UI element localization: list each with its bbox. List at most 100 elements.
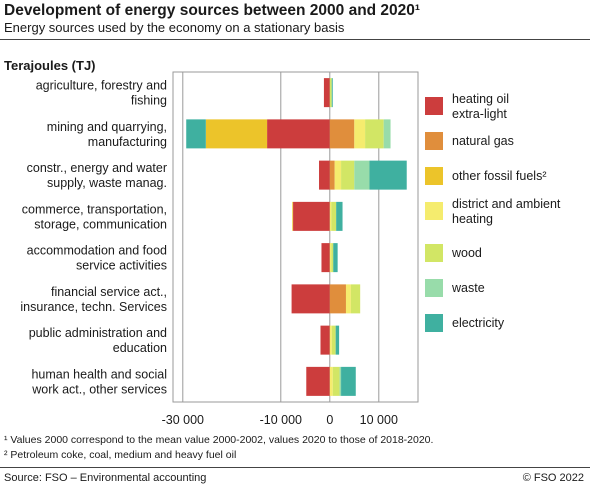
category-label-line: supply, waste manag. (47, 176, 167, 190)
bar-segment (341, 366, 356, 396)
legend-label: natural gas (452, 134, 514, 148)
legend-label: wood (451, 246, 482, 260)
bar-segment (306, 366, 330, 396)
legend-label-line: district and ambient (452, 197, 561, 211)
category-label: accommodation and food service activities (27, 244, 167, 273)
legend-swatch (425, 279, 443, 297)
bar-segment (321, 243, 330, 273)
bar-segment (320, 325, 330, 355)
x-tick-label: 0 (326, 413, 333, 427)
copyright-note: © FSO 2022 (522, 472, 584, 484)
bar-segment (341, 160, 355, 190)
category-label: human health and social work act., other … (31, 367, 167, 396)
source-note: Source: FSO – Environmental accounting (4, 472, 207, 484)
legend-label-line: extra-light (452, 107, 507, 121)
energy-chart: agriculture, forestry and fishing mining a… (20, 71, 561, 427)
legend-label-line: other fossil fuels² (452, 169, 546, 183)
bar-segment (329, 119, 355, 149)
category-label: agriculture, forestry and fishing (36, 79, 167, 108)
category-label: public administration and education (29, 326, 167, 355)
bar-segment (331, 243, 334, 273)
bar-segment (329, 284, 346, 314)
bar-segment (329, 201, 332, 231)
category-label-line: commerce, transportation, (22, 202, 167, 216)
bar-segment (345, 284, 351, 314)
bar-segment (383, 119, 391, 149)
bar-segment (329, 160, 335, 190)
legend-swatch (425, 202, 443, 220)
category-label-line: constr., energy and water (27, 161, 167, 175)
bar-segment (323, 78, 330, 108)
chart-subtitle: Energy sources used by the economy on a … (4, 20, 345, 35)
bar-segment (329, 78, 332, 108)
bar-segment (339, 366, 342, 396)
category-label-line: manufacturing (88, 135, 167, 149)
category-label-line: fishing (131, 94, 167, 108)
legend-label: waste (451, 281, 485, 295)
legend-swatch (425, 97, 443, 115)
legend-label: other fossil fuels² (452, 169, 546, 183)
category-label-line: service activities (76, 259, 167, 273)
category-label-line: agriculture, forestry and (36, 79, 167, 93)
bar-segment (336, 201, 343, 231)
legend-swatch (425, 314, 443, 332)
bar-segment (329, 243, 332, 273)
legend-label-line: wood (451, 246, 482, 260)
category-label: mining and quarrying, manufacturing (47, 120, 167, 149)
legend-label-line: electricity (452, 316, 505, 330)
legend-label-line: waste (451, 281, 485, 295)
bar-segment (267, 119, 330, 149)
bar-segment (333, 243, 338, 273)
category-label-line: public administration and (29, 326, 167, 340)
bar-segment (335, 325, 340, 355)
bar-segment (334, 160, 342, 190)
bar-segment (205, 119, 268, 149)
category-label-line: education (113, 341, 167, 355)
bar-segment (365, 119, 384, 149)
bar-segment (369, 160, 407, 190)
bar-segment (332, 366, 340, 396)
legend-label: electricity (452, 316, 505, 330)
bar-segment (329, 325, 332, 355)
footnote-1: ¹ Values 2000 correspond to the mean val… (4, 434, 434, 446)
legend-label-line: heating (452, 212, 493, 226)
bar-segment (331, 78, 333, 108)
category-label: financial service act., insurance, techn.… (20, 285, 167, 314)
bar-segment (331, 201, 337, 231)
bar-segment (329, 366, 333, 396)
x-tick-label: 10 000 (360, 413, 398, 427)
bar-segment (293, 201, 330, 231)
legend-label-line: natural gas (452, 134, 514, 148)
category-label: constr., energy and water supply, waste m… (27, 161, 167, 190)
category-label-line: work act., other services (31, 382, 167, 396)
header-divider (0, 39, 590, 40)
unit-label: Terajoules (TJ) (4, 58, 96, 73)
footer-divider (0, 467, 590, 468)
bar-segment (350, 284, 361, 314)
bar-segment (291, 284, 330, 314)
x-tick-label: -30 000 (162, 413, 204, 427)
bar-segment (354, 119, 366, 149)
legend-label: district and ambient heating (452, 197, 561, 226)
category-label-line: human health and social (31, 367, 167, 381)
category-label-line: storage, communication (34, 217, 167, 231)
bar-segment (292, 201, 294, 231)
x-tick-label: -10 000 (260, 413, 302, 427)
category-label-line: mining and quarrying, (47, 120, 167, 134)
category-label-line: financial service act., (51, 285, 167, 299)
bar-segment (319, 160, 330, 190)
plot-frame (172, 71, 419, 403)
bar-segment (186, 119, 206, 149)
footnote-2: ² Petroleum coke, coal, medium and heavy… (4, 449, 237, 461)
legend-label-line: heating oil (452, 92, 509, 106)
category-label-line: accommodation and food (27, 244, 167, 258)
category-label: commerce, transportation, storage, commun… (22, 202, 167, 231)
legend-swatch (425, 244, 443, 262)
bar-segment (354, 160, 370, 190)
legend-label: heating oil extra-light (452, 92, 509, 121)
legend-swatch (425, 167, 443, 185)
bar-segment (331, 325, 336, 355)
chart-title: Development of energy sources between 20… (4, 2, 421, 19)
category-label-line: insurance, techn. Services (20, 300, 167, 314)
legend-swatch (425, 132, 443, 150)
